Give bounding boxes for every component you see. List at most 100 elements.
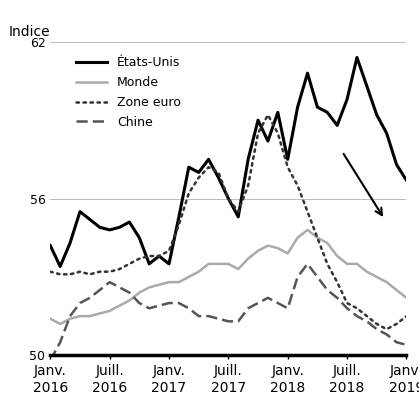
- Monde: [246, 256, 251, 261]
- Monde: [256, 248, 261, 253]
- Monde: [265, 243, 270, 248]
- Zone euro: [305, 209, 310, 214]
- Zone euro: [315, 235, 320, 240]
- Monde: [206, 261, 211, 266]
- États-Unis: [87, 217, 92, 222]
- Zone euro: [216, 170, 221, 175]
- Zone euro: [137, 256, 142, 261]
- Monde: [365, 269, 370, 274]
- Zone euro: [374, 321, 379, 326]
- Monde: [285, 251, 290, 256]
- Monde: [107, 308, 112, 314]
- États-Unis: [186, 165, 191, 170]
- Chine: [226, 319, 231, 324]
- Zone euro: [325, 261, 330, 266]
- Chine: [315, 274, 320, 279]
- Monde: [275, 246, 280, 251]
- Chine: [295, 274, 300, 279]
- Monde: [97, 311, 102, 316]
- Monde: [216, 261, 221, 266]
- États-Unis: [285, 157, 290, 162]
- Monde: [295, 235, 300, 240]
- États-Unis: [226, 196, 231, 201]
- Chine: [186, 306, 191, 311]
- Chine: [176, 301, 181, 306]
- Chine: [236, 319, 241, 324]
- Chine: [78, 301, 83, 306]
- Zone euro: [295, 183, 300, 188]
- États-Unis: [354, 55, 360, 60]
- Chine: [137, 301, 142, 306]
- États-Unis: [196, 170, 201, 175]
- Chine: [335, 295, 340, 300]
- Chine: [206, 314, 211, 319]
- Chine: [157, 303, 162, 308]
- Line: Chine: Chine: [50, 264, 406, 360]
- Line: Monde: Monde: [50, 230, 406, 324]
- Chine: [67, 314, 72, 319]
- Zone euro: [176, 222, 181, 227]
- Zone euro: [127, 261, 132, 266]
- Monde: [374, 274, 379, 279]
- Zone euro: [48, 269, 53, 274]
- Monde: [166, 280, 171, 285]
- Monde: [48, 316, 53, 321]
- États-Unis: [305, 71, 310, 76]
- Monde: [384, 280, 389, 285]
- Chine: [384, 332, 389, 337]
- Chine: [365, 319, 370, 324]
- Zone euro: [335, 280, 340, 285]
- Zone euro: [97, 269, 102, 274]
- Monde: [147, 285, 152, 290]
- États-Unis: [384, 131, 389, 136]
- Monde: [315, 235, 320, 240]
- États-Unis: [58, 264, 63, 269]
- États-Unis: [256, 117, 261, 122]
- Monde: [58, 321, 63, 326]
- Monde: [196, 269, 201, 274]
- États-Unis: [137, 235, 142, 240]
- États-Unis: [394, 162, 399, 167]
- Chine: [344, 306, 349, 311]
- Monde: [87, 314, 92, 319]
- Zone euro: [78, 269, 83, 274]
- Zone euro: [117, 267, 122, 272]
- Chine: [147, 306, 152, 311]
- Monde: [354, 261, 360, 266]
- Zone euro: [394, 321, 399, 326]
- Monde: [404, 295, 409, 300]
- États-Unis: [246, 157, 251, 162]
- Monde: [157, 282, 162, 287]
- États-Unis: [216, 175, 221, 180]
- Zone euro: [236, 209, 241, 214]
- États-Unis: [67, 240, 72, 245]
- Monde: [325, 240, 330, 245]
- États-Unis: [365, 84, 370, 89]
- États-Unis: [78, 209, 83, 214]
- Zone euro: [67, 272, 72, 277]
- États-Unis: [127, 219, 132, 224]
- Chine: [354, 314, 360, 319]
- Zone euro: [344, 301, 349, 306]
- Zone euro: [265, 112, 270, 117]
- États-Unis: [315, 104, 320, 110]
- Chine: [97, 288, 102, 293]
- Zone euro: [206, 165, 211, 170]
- Chine: [196, 314, 201, 319]
- États-Unis: [157, 253, 162, 258]
- Zone euro: [365, 314, 370, 319]
- Chine: [305, 261, 310, 266]
- Chine: [275, 301, 280, 306]
- Chine: [256, 301, 261, 306]
- États-Unis: [275, 110, 280, 115]
- États-Unis: [117, 225, 122, 230]
- Zone euro: [166, 248, 171, 253]
- Chine: [394, 340, 399, 345]
- Chine: [374, 326, 379, 331]
- Chine: [246, 306, 251, 311]
- Zone euro: [186, 191, 191, 196]
- Text: Indice: Indice: [8, 25, 50, 39]
- Chine: [107, 280, 112, 285]
- Chine: [404, 342, 409, 347]
- États-Unis: [147, 261, 152, 266]
